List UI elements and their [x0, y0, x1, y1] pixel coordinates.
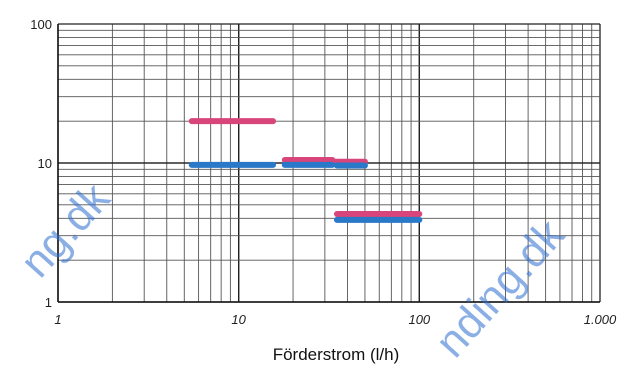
x-axis-label: Förderstrom (l/h) [273, 345, 400, 364]
x-tick-label: 1.000 [584, 312, 617, 327]
x-tick-label: 10 [231, 312, 246, 327]
y-tick-label: 10 [38, 156, 52, 171]
x-tick-label: 100 [408, 312, 430, 327]
y-tick-labels: 1 10 100 [30, 17, 52, 310]
x-tick-label: 1 [54, 312, 61, 327]
watermark-right: nding.dk [426, 210, 574, 367]
watermark-left: ng.dk [11, 173, 120, 287]
y-tick-label: 100 [30, 17, 52, 32]
y-tick-label: 1 [45, 295, 52, 310]
series-layer [188, 118, 423, 223]
x-tick-labels: 1 10 100 1.000 [54, 312, 617, 327]
axes [57, 24, 600, 303]
